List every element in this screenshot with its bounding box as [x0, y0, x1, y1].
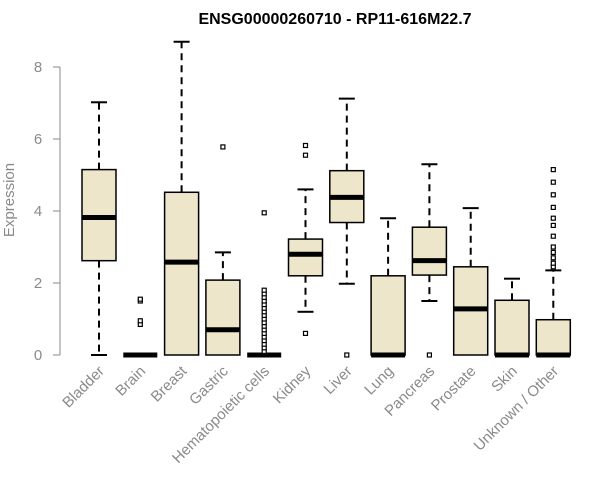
y-axis-label: Expression	[1, 163, 18, 237]
box-iqr	[535, 318, 572, 356]
outlier-point	[302, 152, 309, 158]
outlier-point	[550, 204, 556, 210]
x-category-label: Skin	[488, 363, 521, 396]
box-brain	[123, 296, 158, 358]
outlier-point	[261, 210, 267, 216]
outlier-point	[550, 244, 556, 250]
box-liver	[329, 97, 365, 358]
y-tick-label: 8	[34, 59, 42, 76]
outlier-point	[344, 352, 350, 358]
box-iqr	[163, 191, 200, 356]
y-tick-label: 0	[34, 347, 42, 364]
x-category-label: Bladder	[59, 363, 108, 412]
outlier-point	[302, 142, 309, 149]
box-unknown-other	[535, 167, 572, 358]
x-category-label: Prostate	[428, 363, 480, 415]
outlier-point	[550, 215, 556, 221]
y-tick-label: 6	[34, 131, 42, 148]
outlier-point	[302, 330, 309, 336]
outlier-point	[137, 296, 143, 302]
box-iqr	[205, 279, 241, 356]
box-bladder	[81, 101, 117, 356]
x-category-label: Liver	[321, 363, 356, 398]
x-category-label: Lung	[361, 363, 397, 399]
box-iqr	[494, 299, 530, 356]
boxes-layer	[81, 40, 572, 358]
box-hematopoietic-cells	[247, 210, 282, 358]
x-category-label: Breast	[148, 362, 191, 405]
box-gastric	[205, 144, 241, 356]
outlier-point	[137, 318, 143, 324]
y-axis: 0 2 4 6 8	[34, 59, 61, 364]
box-iqr	[411, 226, 448, 276]
outlier-point	[220, 144, 226, 150]
chart-title: ENSG00000260710 - RP11-616M22.7	[198, 11, 471, 28]
y-tick-label: 4	[34, 203, 42, 220]
outlier-point	[550, 249, 556, 255]
outlier-point	[550, 260, 556, 266]
box-pancreas	[411, 163, 448, 358]
box-lung	[370, 217, 406, 358]
outlier-point	[550, 255, 556, 261]
x-category-label: Kidney	[270, 362, 315, 407]
outlier-point	[550, 167, 556, 173]
y-tick-label: 2	[34, 275, 42, 292]
outlier-point	[426, 352, 432, 358]
box-skin	[494, 277, 530, 358]
outlier-point	[261, 287, 267, 293]
outlier-point	[550, 233, 556, 239]
box-iqr	[370, 275, 406, 356]
outlier-point	[550, 222, 556, 228]
box-kidney	[287, 142, 324, 336]
box-iqr	[287, 238, 324, 277]
box-prostate	[452, 207, 489, 356]
x-category-label: Brain	[112, 363, 149, 400]
outlier-point	[550, 192, 556, 198]
box-breast	[163, 40, 200, 356]
outlier-point	[550, 179, 556, 185]
